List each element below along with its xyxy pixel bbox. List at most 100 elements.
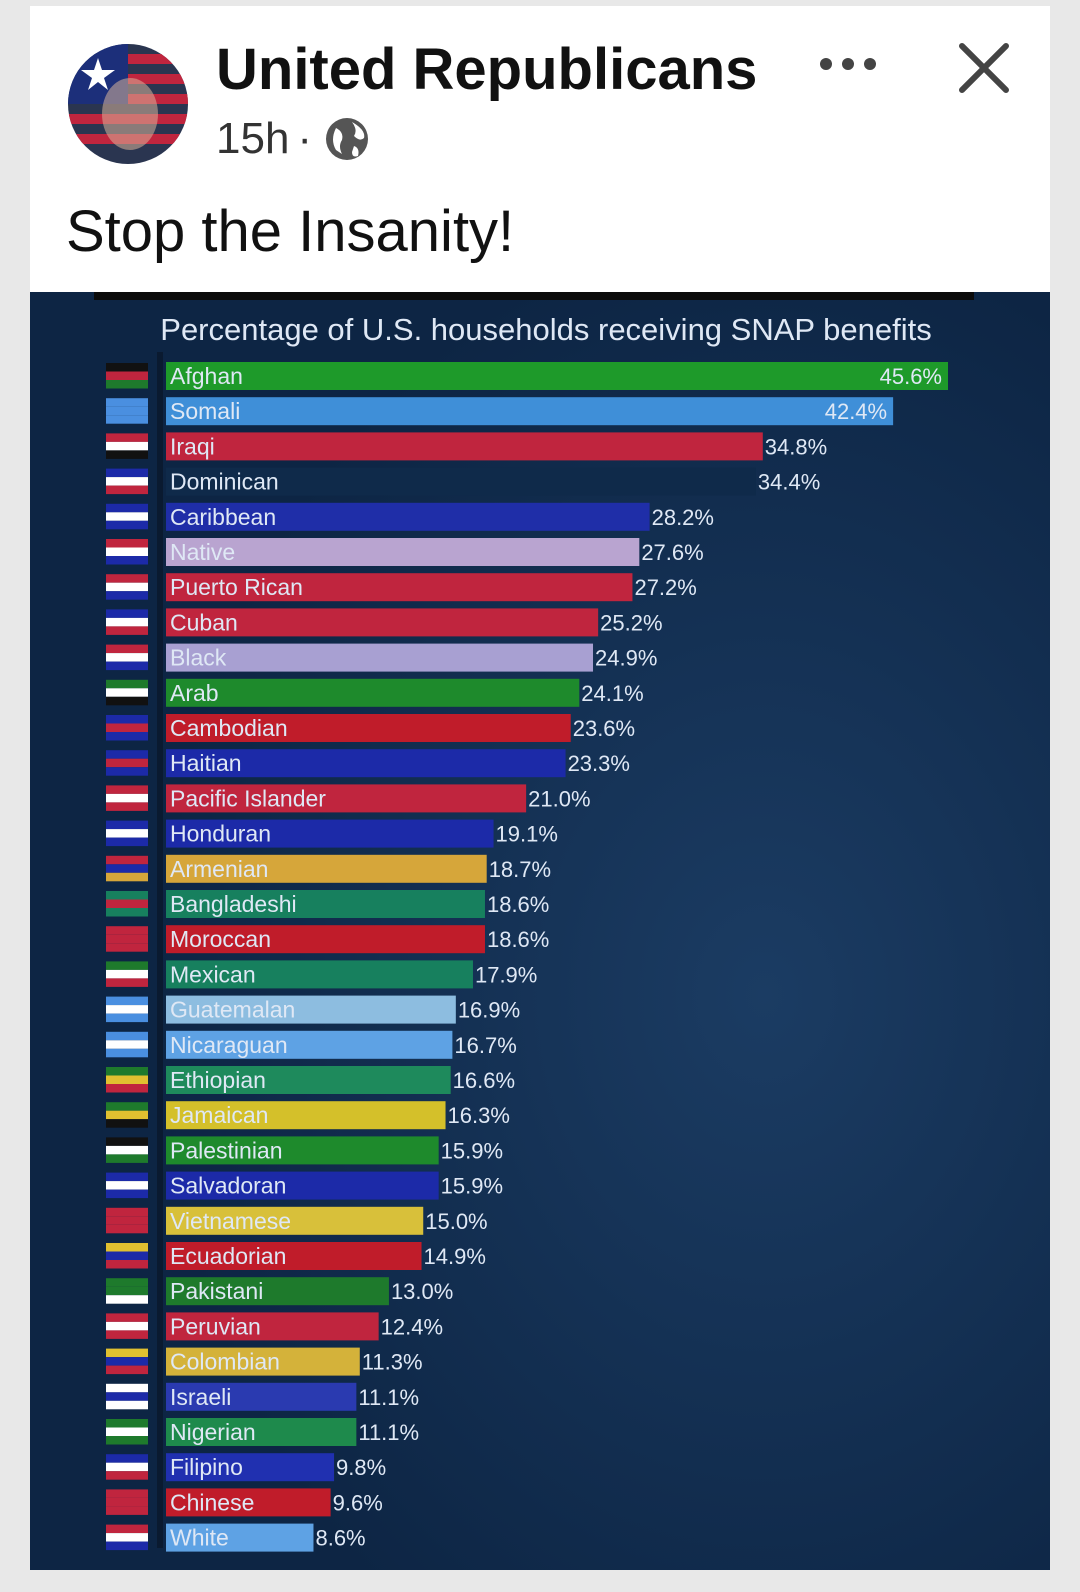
meta-separator: · <box>297 114 313 163</box>
post-time[interactable]: 15h <box>216 114 290 163</box>
flag-icon <box>106 398 148 424</box>
value-label: 18.6% <box>487 927 549 952</box>
bar <box>166 819 494 848</box>
flag-icon <box>106 1489 148 1515</box>
category-label: Chinese <box>170 1489 254 1515</box>
post-caption: Stop the Insanity! <box>66 199 515 264</box>
flag-icon <box>106 1137 148 1163</box>
bar <box>166 1101 446 1130</box>
flag-icon <box>106 433 148 459</box>
value-label: 11.3% <box>362 1350 423 1375</box>
category-label: Cambodian <box>170 715 288 741</box>
category-label: Bangladeshi <box>170 891 297 917</box>
bar <box>166 573 633 602</box>
page-name[interactable]: United Republicans <box>216 37 758 102</box>
flag-icon <box>106 1524 148 1551</box>
flag-icon <box>106 1348 148 1375</box>
category-label: Filipino <box>170 1454 243 1480</box>
value-label: 19.1% <box>496 822 558 847</box>
bar <box>166 1488 331 1517</box>
value-label: 34.4% <box>758 470 820 495</box>
bar <box>166 1206 424 1235</box>
globe-icon <box>326 118 369 160</box>
flag-icon <box>106 1278 148 1304</box>
bar <box>166 1312 379 1341</box>
bar <box>166 1136 439 1165</box>
flag-icon <box>106 503 148 530</box>
bar <box>166 1171 439 1200</box>
category-label: Afghan <box>170 363 243 389</box>
bar <box>166 1066 451 1094</box>
value-label: 12.4% <box>381 1314 443 1339</box>
flag-icon <box>106 785 148 811</box>
flag-icon <box>106 855 148 882</box>
flag-icon <box>106 574 148 600</box>
bar <box>166 432 763 461</box>
chart-image[interactable]: Percentage of U.S. households receiving … <box>30 292 1050 1570</box>
flag-icon <box>106 1102 148 1128</box>
flag-icon <box>106 539 148 565</box>
category-label: Mexican <box>170 961 256 987</box>
flag-icon <box>106 1419 148 1445</box>
category-label: Nigerian <box>170 1419 256 1445</box>
flag-icon <box>106 363 148 389</box>
bar <box>166 925 485 954</box>
value-label: 9.6% <box>333 1490 383 1515</box>
category-label: Guatemalan <box>170 997 295 1023</box>
category-label: Caribbean <box>170 504 276 530</box>
value-label: 16.3% <box>448 1103 510 1128</box>
flag-icon <box>106 468 148 495</box>
value-label: 23.6% <box>573 716 635 741</box>
close-icon[interactable] <box>956 40 1012 96</box>
bar <box>166 1030 453 1059</box>
category-label: Arab <box>170 680 219 706</box>
value-label: 16.9% <box>458 998 520 1023</box>
value-label: 24.9% <box>595 646 657 671</box>
value-label: 16.6% <box>453 1068 515 1093</box>
flag-icon <box>106 996 148 1023</box>
category-label: Black <box>170 645 227 671</box>
value-label: 25.2% <box>600 610 662 635</box>
bar <box>166 1382 357 1411</box>
bar <box>166 538 640 566</box>
bar <box>166 749 566 778</box>
chart-title: Percentage of U.S. households receiving … <box>160 312 931 347</box>
value-label: 45.6% <box>880 364 942 389</box>
category-label: Native <box>170 539 235 565</box>
category-label: Pacific Islander <box>170 785 326 811</box>
avatar-flag-face-icon <box>68 44 188 164</box>
bar <box>166 960 473 989</box>
flag-icon <box>106 961 148 987</box>
flag-icon <box>106 1207 148 1234</box>
category-label: Puerto Rican <box>170 574 303 600</box>
value-label: 27.2% <box>634 575 696 600</box>
bar <box>166 1277 389 1306</box>
flag-icon <box>106 1243 148 1269</box>
value-label: 18.7% <box>489 857 551 882</box>
category-label: Palestinian <box>170 1137 283 1163</box>
flag-icon <box>106 1031 148 1058</box>
bar <box>166 714 571 742</box>
flag-icon <box>106 750 148 776</box>
bar <box>166 1242 422 1270</box>
avatar[interactable] <box>68 44 188 164</box>
value-label: 11.1% <box>358 1420 419 1445</box>
category-label: Israeli <box>170 1384 231 1410</box>
value-label: 11.1% <box>358 1385 419 1410</box>
flag-icon <box>106 609 148 635</box>
bar <box>166 1523 314 1552</box>
flag-icon <box>106 891 148 917</box>
value-label: 23.3% <box>568 751 630 776</box>
post-card: United Republicans 15h · Stop the Insani… <box>30 6 1050 1570</box>
bar <box>166 890 485 918</box>
bar <box>166 608 599 637</box>
bar <box>166 397 894 426</box>
category-label: Peruvian <box>170 1313 261 1339</box>
more-dots-icon[interactable] <box>816 44 880 84</box>
category-label: Cuban <box>170 609 238 635</box>
flag-icon <box>106 1313 148 1339</box>
category-label: Jamaican <box>170 1102 268 1128</box>
category-label: Moroccan <box>170 926 271 952</box>
flag-icon <box>106 926 148 952</box>
category-label: Iraqi <box>170 433 215 459</box>
